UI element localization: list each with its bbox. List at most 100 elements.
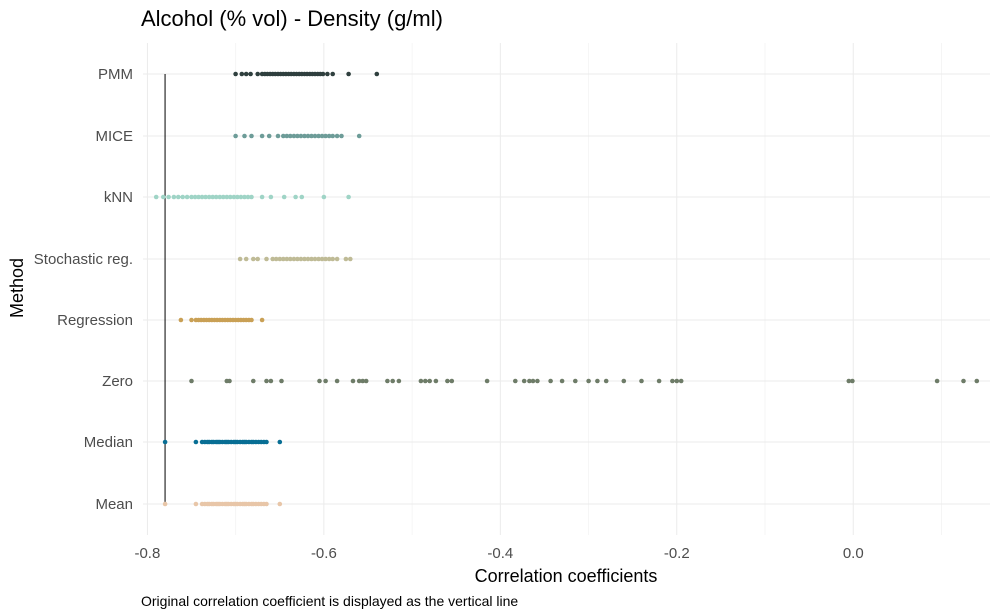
data-point xyxy=(273,256,279,262)
data-point xyxy=(166,194,171,200)
data-point xyxy=(279,378,284,384)
data-point xyxy=(249,317,254,323)
data-point xyxy=(934,378,940,384)
data-point xyxy=(295,256,300,262)
data-point xyxy=(603,378,609,384)
data-point xyxy=(339,133,344,139)
y-tick-label: kNN xyxy=(104,189,133,206)
data-point xyxy=(277,501,283,507)
data-point xyxy=(621,378,627,384)
y-axis-title: Method xyxy=(7,258,27,318)
data-point xyxy=(316,256,321,262)
data-point xyxy=(217,194,223,200)
data-point xyxy=(266,133,272,139)
data-point xyxy=(259,133,265,139)
data-point xyxy=(302,256,307,262)
data-point xyxy=(281,133,286,139)
data-point xyxy=(312,256,318,262)
data-point xyxy=(530,378,536,384)
x-axis-tick-labels: -0.8 -0.6 -0.4 -0.2 0.0 xyxy=(134,545,863,562)
data-point xyxy=(242,133,247,139)
data-point xyxy=(245,194,251,200)
data-point xyxy=(586,378,591,384)
data-point xyxy=(176,194,181,200)
data-point xyxy=(189,317,194,323)
data-point xyxy=(334,256,340,262)
data-point xyxy=(210,194,215,200)
data-point xyxy=(445,378,450,384)
data-point xyxy=(326,256,332,262)
data-point xyxy=(259,194,265,200)
data-point xyxy=(330,133,336,139)
data-point xyxy=(423,378,428,384)
data-point xyxy=(298,256,304,262)
data-point xyxy=(302,133,307,139)
data-point xyxy=(363,378,369,384)
y-tick-label: Stochastic reg. xyxy=(34,251,133,268)
data-point xyxy=(270,256,276,262)
data-point xyxy=(433,378,439,384)
data-point xyxy=(527,378,532,384)
data-point xyxy=(288,256,293,262)
data-point xyxy=(233,133,238,139)
data-point xyxy=(224,194,230,200)
data-point xyxy=(325,71,330,77)
data-point xyxy=(259,317,265,323)
data-point xyxy=(242,194,247,200)
chart-caption: Original correlation coefficient is disp… xyxy=(141,593,518,609)
y-tick-label: Regression xyxy=(57,312,133,329)
data-point xyxy=(255,256,260,262)
data-point xyxy=(346,71,351,77)
data-point xyxy=(674,378,680,384)
data-point xyxy=(284,256,290,262)
data-point xyxy=(284,133,290,139)
data-point xyxy=(427,378,433,384)
data-point xyxy=(171,194,177,200)
data-point xyxy=(449,378,455,384)
data-point xyxy=(319,133,325,139)
data-point xyxy=(385,378,390,384)
y-tick-label: Median xyxy=(84,434,133,451)
data-point xyxy=(291,133,297,139)
data-point xyxy=(323,133,328,139)
grid-lines xyxy=(143,43,990,535)
data-point xyxy=(298,133,304,139)
y-tick-label: Mean xyxy=(95,496,133,513)
data-point xyxy=(974,378,980,384)
x-axis-title: Correlation coefficients xyxy=(475,566,658,586)
data-point xyxy=(189,194,194,200)
data-point xyxy=(178,317,184,323)
data-point xyxy=(288,133,293,139)
y-tick-label: PMM xyxy=(98,66,133,83)
data-point xyxy=(350,378,356,384)
data-point xyxy=(323,378,328,384)
data-point xyxy=(360,378,366,384)
x-tick-label: -0.6 xyxy=(311,545,337,562)
data-point xyxy=(249,194,254,200)
data-point xyxy=(323,256,328,262)
data-points xyxy=(153,71,980,507)
y-tick-label: MICE xyxy=(96,128,134,145)
data-point xyxy=(356,133,362,139)
data-point xyxy=(390,378,396,384)
data-point xyxy=(277,256,283,262)
data-point xyxy=(316,133,321,139)
data-point xyxy=(161,194,166,200)
data-point xyxy=(317,378,322,384)
data-point xyxy=(239,71,245,77)
data-point xyxy=(193,501,199,507)
data-point xyxy=(231,194,237,200)
data-point xyxy=(678,378,684,384)
data-point xyxy=(293,194,298,200)
data-point xyxy=(184,194,190,200)
data-point xyxy=(233,71,238,77)
data-point xyxy=(189,378,194,384)
data-point xyxy=(850,378,855,384)
x-tick-label: 0.0 xyxy=(843,545,864,562)
data-point xyxy=(264,439,269,445)
data-point xyxy=(595,378,600,384)
data-point xyxy=(180,194,185,200)
data-point xyxy=(196,194,201,200)
data-point xyxy=(321,194,327,200)
data-point xyxy=(573,378,578,384)
